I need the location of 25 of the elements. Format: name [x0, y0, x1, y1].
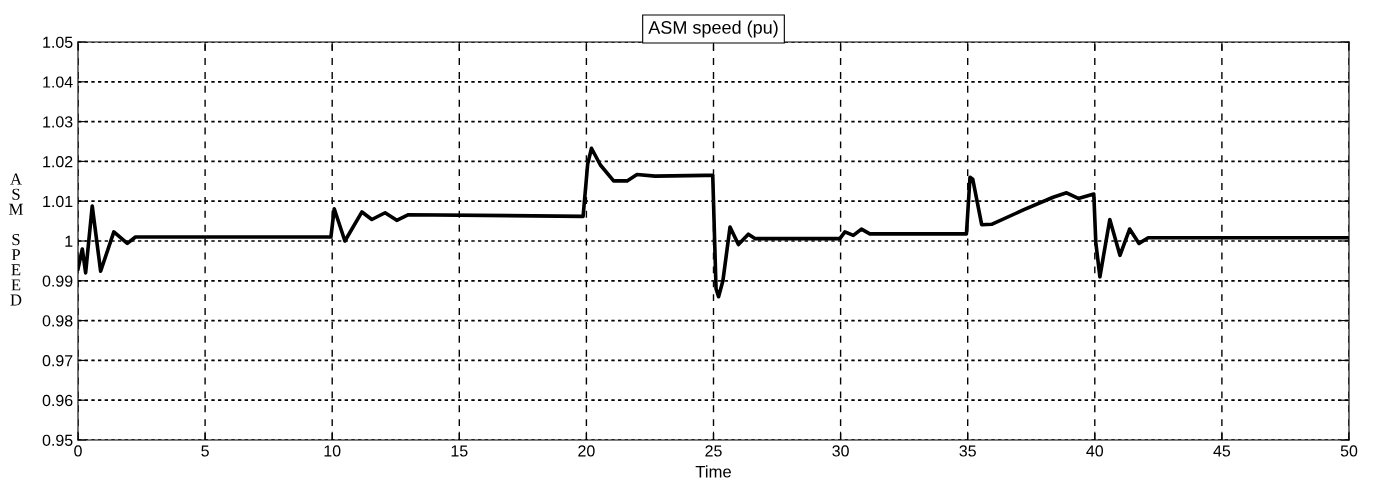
y-tick-label: 0.98 [42, 315, 73, 327]
y-axis-title: ASM SPEED [9, 173, 23, 306]
y-tick-label: 0.97 [42, 355, 73, 367]
x-tick-label: 10 [324, 445, 341, 457]
x-axis-title: Time [695, 465, 731, 478]
y-tick-label: 0.95 [42, 434, 73, 446]
chart-title: ASM speed (pu) [648, 20, 778, 38]
y-tick-label: 1.01 [43, 195, 73, 208]
x-tick-label: 35 [959, 445, 976, 457]
x-tick-label: 0 [74, 445, 82, 457]
y-tick-label: 0.96 [42, 394, 73, 407]
y-tick-label: 0.99 [42, 275, 73, 287]
x-tick-label: 45 [1213, 445, 1231, 457]
x-tick-label: 40 [1086, 445, 1104, 457]
x-tick-label: 30 [832, 445, 849, 457]
y-tick-label: 1.05 [43, 36, 73, 48]
y-tick-label: 1.02 [43, 156, 73, 168]
y-tick-label: 1.03 [43, 116, 73, 128]
x-tick-label: 20 [578, 445, 595, 457]
x-tick-label: 50 [1340, 445, 1358, 457]
x-tick-label: 15 [451, 445, 468, 457]
x-tick-label: 25 [705, 445, 722, 457]
x-tick-label: 5 [201, 445, 209, 457]
y-tick-label: 1.04 [43, 76, 73, 88]
y-tick-label: 1 [65, 235, 73, 247]
